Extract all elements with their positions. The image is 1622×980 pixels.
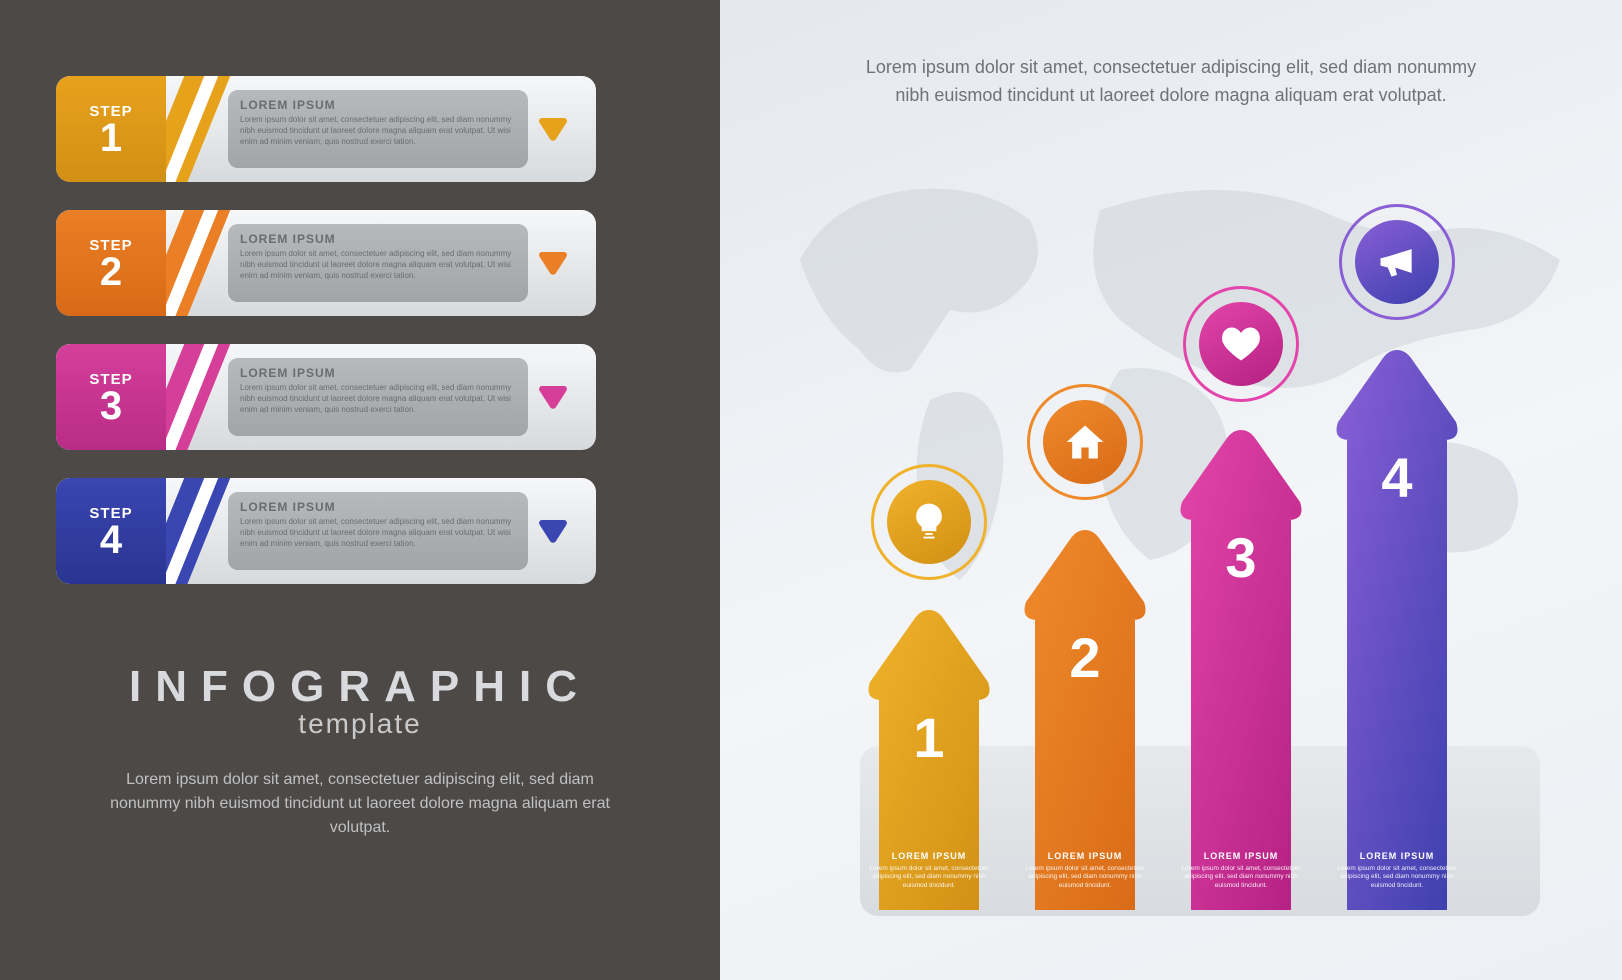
step-number: 1 [100,120,122,156]
arrow-3: 3 LOREM IPSUM Lorem ipsum dolor sit amet, … [1176,430,1306,910]
right-description: Lorem ipsum dolor sit amet, consectetuer… [851,54,1491,110]
arrow-4: 4 LOREM IPSUM Lorem ipsum dolor sit amet, … [1332,350,1462,910]
arrow-caption-desc: Lorem ipsum dolor sit amet, consectetuer… [1025,865,1145,890]
right-panel: Lorem ipsum dolor sit amet, consectetuer… [720,0,1622,980]
heart-icon [1183,286,1299,402]
step-marker-icon [538,516,568,551]
step-body: LOREM IPSUM Lorem ipsum dolor sit amet, c… [228,90,528,168]
step-body-desc: Lorem ipsum dolor sit amet, consectetuer… [240,249,516,281]
arrow-chart: 1 LOREM IPSUM Lorem ipsum dolor sit amet, … [860,130,1540,910]
step-body-title: LOREM IPSUM [240,232,516,246]
step-body: LOREM IPSUM Lorem ipsum dolor sit amet, c… [228,358,528,436]
arrow-caption-title: LOREM IPSUM [1025,851,1145,861]
arrow-caption-desc: Lorem ipsum dolor sit amet, consectetuer… [869,865,989,890]
step-list: STEP1 LOREM IPSUM Lorem ipsum dolor sit am… [56,76,664,584]
step-number: 2 [100,254,122,290]
step-body-desc: Lorem ipsum dolor sit amet, consectetuer… [240,517,516,549]
arrow-caption: LOREM IPSUM Lorem ipsum dolor sit amet, c… [869,851,989,890]
step-card-2: STEP2 LOREM IPSUM Lorem ipsum dolor sit am… [56,210,596,316]
title-sub: template [56,708,664,740]
step-marker-icon [538,114,568,149]
step-body: LOREM IPSUM Lorem ipsum dolor sit amet, c… [228,492,528,570]
left-panel: STEP1 LOREM IPSUM Lorem ipsum dolor sit am… [0,0,720,980]
arrow-1: 1 LOREM IPSUM Lorem ipsum dolor sit amet, … [864,610,994,910]
step-number: 3 [100,388,122,424]
arrow-caption: LOREM IPSUM Lorem ipsum dolor sit amet, c… [1181,851,1301,890]
step-body-title: LOREM IPSUM [240,98,516,112]
left-heading: INFOGRAPHIC template [56,662,664,740]
arrow-caption-desc: Lorem ipsum dolor sit amet, consectetuer… [1181,865,1301,890]
arrow-number: 1 [913,705,944,770]
arrow-number: 4 [1381,445,1412,510]
step-body-desc: Lorem ipsum dolor sit amet, consectetuer… [240,383,516,415]
arrow-2: 2 LOREM IPSUM Lorem ipsum dolor sit amet, … [1020,530,1150,910]
step-tab: STEP1 [56,76,166,182]
step-marker-icon [538,382,568,417]
arrow-caption: LOREM IPSUM Lorem ipsum dolor sit amet, c… [1337,851,1457,890]
step-card-1: STEP1 LOREM IPSUM Lorem ipsum dolor sit am… [56,76,596,182]
step-tab: STEP2 [56,210,166,316]
left-description: Lorem ipsum dolor sit amet, consectetuer… [56,768,664,840]
step-card-3: STEP3 LOREM IPSUM Lorem ipsum dolor sit am… [56,344,596,450]
arrow-caption-title: LOREM IPSUM [1337,851,1457,861]
step-tab: STEP3 [56,344,166,450]
step-body-title: LOREM IPSUM [240,366,516,380]
step-body-title: LOREM IPSUM [240,500,516,514]
arrow-caption-title: LOREM IPSUM [1181,851,1301,861]
arrow-caption: LOREM IPSUM Lorem ipsum dolor sit amet, c… [1025,851,1145,890]
arrow-caption-desc: Lorem ipsum dolor sit amet, consectetuer… [1337,865,1457,890]
bulb-icon [871,464,987,580]
megaphone-icon [1339,204,1455,320]
step-body: LOREM IPSUM Lorem ipsum dolor sit amet, c… [228,224,528,302]
step-number: 4 [100,522,122,558]
step-card-4: STEP4 LOREM IPSUM Lorem ipsum dolor sit am… [56,478,596,584]
step-tab: STEP4 [56,478,166,584]
arrow-number: 3 [1225,525,1256,590]
step-body-desc: Lorem ipsum dolor sit amet, consectetuer… [240,115,516,147]
arrow-number: 2 [1069,625,1100,690]
home-icon [1027,384,1143,500]
step-marker-icon [538,248,568,283]
title-main: INFOGRAPHIC [56,662,664,712]
arrow-caption-title: LOREM IPSUM [869,851,989,861]
